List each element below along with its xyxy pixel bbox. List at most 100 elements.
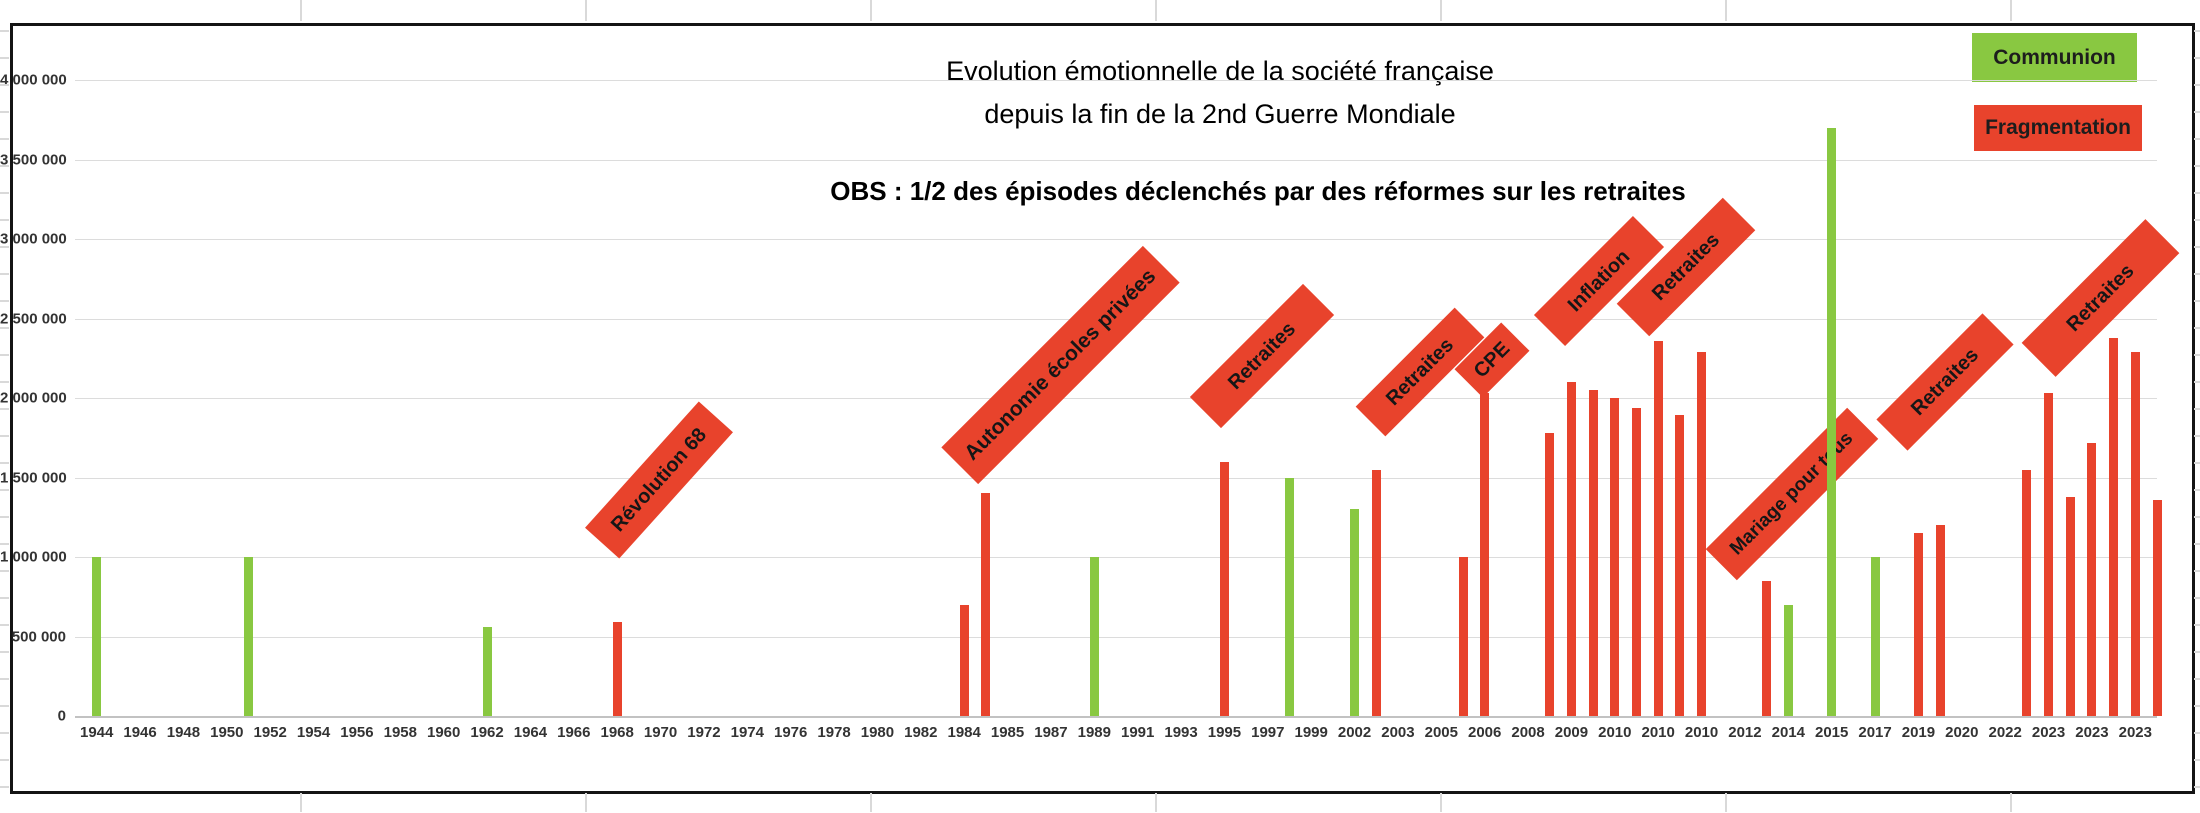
- gridline: [75, 398, 2157, 399]
- spreadsheet-row-line: [2194, 84, 2200, 86]
- x-tick-label: 2008: [1511, 724, 1545, 741]
- spreadsheet-row-line: [2194, 516, 2200, 518]
- x-tick-label: 1948: [166, 724, 201, 741]
- y-tick-label: 0: [57, 707, 66, 725]
- spreadsheet-row-line: [2194, 165, 2200, 167]
- bar-fragmentation: [2152, 499, 2162, 716]
- spreadsheet-row-line: [0, 165, 9, 167]
- bar-fragmentation: [2022, 469, 2032, 716]
- spreadsheet-row-line: [0, 84, 9, 86]
- x-tick-label: 1956: [340, 724, 374, 741]
- bar-communion: [482, 626, 492, 716]
- bar-fragmentation: [1632, 407, 1641, 716]
- spreadsheet-column-line: [1725, 793, 1727, 812]
- spreadsheet-row-line: [0, 651, 9, 653]
- x-tick-label: 1950: [210, 724, 244, 741]
- spreadsheet-row-line: [2194, 246, 2200, 248]
- legend-label-communion: Communion: [1993, 45, 2116, 69]
- spreadsheet-column-line: [1155, 793, 1157, 812]
- bar-fragmentation: [1653, 340, 1663, 716]
- x-tick-label: 1946: [123, 724, 157, 741]
- spreadsheet-row-line: [2194, 354, 2200, 356]
- spreadsheet-row-line: [0, 597, 9, 599]
- x-axis-line: [75, 716, 2157, 718]
- spreadsheet-row-line: [2194, 543, 2200, 545]
- spreadsheet-row-line: [0, 732, 9, 734]
- spreadsheet-row-line: [0, 408, 9, 410]
- x-tick-label: 2019: [1901, 724, 1936, 741]
- x-tick-label: 1991: [1121, 724, 1155, 741]
- spreadsheet-row-line: [0, 570, 9, 572]
- x-tick-label: 2009: [1554, 724, 1589, 741]
- x-tick-label: 1960: [427, 724, 461, 741]
- x-tick-label: 1985: [990, 724, 1025, 741]
- spreadsheet-row-line: [0, 435, 9, 437]
- gridline: [75, 557, 2157, 558]
- x-tick-label: 1982: [904, 724, 938, 741]
- bar-fragmentation: [2109, 337, 2119, 716]
- bar-fragmentation: [959, 604, 969, 716]
- spreadsheet-row-line: [2194, 651, 2200, 653]
- x-tick-label: 2010: [1684, 724, 1719, 741]
- spreadsheet-row-line: [2194, 759, 2200, 761]
- bar-fragmentation: [1610, 398, 1620, 716]
- legend-label-fragmentation: Fragmentation: [1985, 116, 2131, 139]
- x-tick-label: 1958: [383, 724, 417, 741]
- spreadsheet-column-line: [1440, 793, 1442, 812]
- spreadsheet-row-line: [2194, 624, 2200, 626]
- spreadsheet-row-line: [2194, 786, 2200, 788]
- spreadsheet-column-line: [1155, 0, 1157, 21]
- gridline: [75, 80, 2157, 81]
- spreadsheet-row-line: [0, 354, 9, 356]
- spreadsheet-row-line: [2194, 57, 2200, 59]
- legend-item-fragmentation: Fragmentation: [1974, 105, 2142, 151]
- spreadsheet-column-line: [300, 793, 302, 812]
- x-tick-label: 1944: [80, 724, 114, 741]
- chart-title-line1: Evolution émotionnelle de la société fra…: [946, 56, 1494, 86]
- y-tick-label: 2 500 000: [0, 310, 67, 327]
- chart-title: Evolution émotionnelle de la société fra…: [946, 50, 1494, 136]
- bar-fragmentation: [1480, 393, 1490, 716]
- spreadsheet-row-line: [2194, 381, 2200, 383]
- bar-fragmentation: [2130, 351, 2140, 716]
- bar-fragmentation: [1675, 415, 1685, 716]
- spreadsheet-row-line: [0, 138, 9, 140]
- spreadsheet-row-line: [0, 624, 9, 626]
- gridline: [75, 477, 2157, 479]
- spreadsheet-column-line: [870, 0, 872, 21]
- x-tick-label: 1972: [687, 724, 721, 741]
- spreadsheet-row-line: [0, 300, 9, 302]
- bar-fragmentation: [1935, 525, 1945, 716]
- x-tick-label: 1984: [947, 724, 981, 741]
- spreadsheet-row-line: [0, 516, 9, 518]
- bar-communion: [244, 557, 253, 716]
- bar-fragmentation: [2065, 496, 2075, 716]
- bar-fragmentation: [1219, 461, 1229, 716]
- spreadsheet-row-line: [2194, 30, 2200, 32]
- bar-fragmentation: [1913, 533, 1923, 716]
- bar-fragmentation: [2087, 442, 2097, 716]
- x-tick-label: 2023: [2075, 724, 2109, 741]
- x-tick-label: 2010: [1598, 724, 1632, 741]
- spreadsheet-row-line: [2194, 462, 2200, 464]
- spreadsheet-row-line: [0, 246, 9, 248]
- bar-fragmentation: [2044, 393, 2054, 716]
- x-tick-label: 1978: [817, 724, 851, 741]
- spreadsheet-row-line: [2194, 435, 2200, 437]
- bar-communion: [1870, 557, 1880, 716]
- y-tick-label: 1 500 000: [0, 469, 67, 486]
- spreadsheet-row-line: [2194, 111, 2200, 113]
- x-tick-label: 1989: [1077, 724, 1111, 741]
- spreadsheet-row-line: [0, 705, 9, 707]
- x-tick-label: 2023: [2031, 724, 2066, 741]
- x-tick-label: 2015: [1815, 724, 1849, 741]
- spreadsheet-row-line: [0, 111, 9, 113]
- spreadsheet-column-line: [585, 0, 587, 21]
- spreadsheet-column-line: [870, 793, 872, 812]
- spreadsheet-row-line: [0, 30, 9, 32]
- spreadsheet-row-line: [0, 543, 9, 545]
- spreadsheet-row-line: [2194, 705, 2200, 707]
- bar-communion: [1783, 604, 1793, 716]
- x-tick-label: 1974: [730, 724, 764, 741]
